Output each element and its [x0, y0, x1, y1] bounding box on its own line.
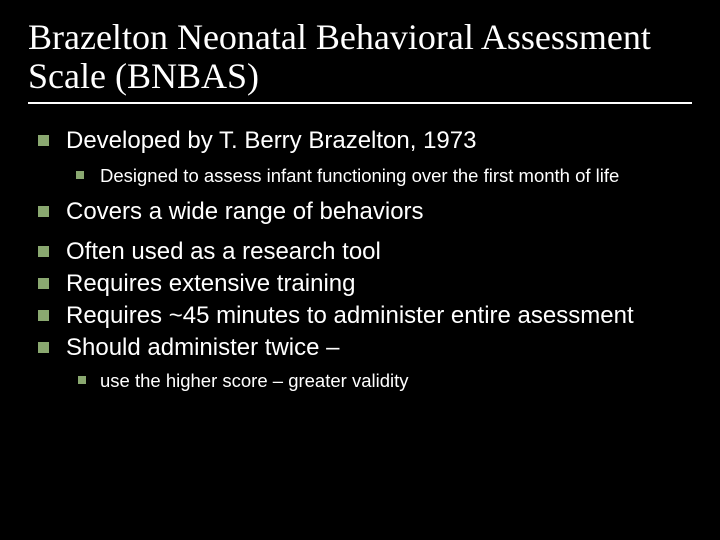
square-bullet-icon — [38, 246, 49, 257]
slide-title: Brazelton Neonatal Behavioral Assessment… — [28, 18, 692, 96]
bullet-text: Covers a wide range of behaviors — [66, 197, 692, 227]
square-bullet-icon — [38, 310, 49, 321]
bullet-lvl2: Designed to assess infant functioning ov… — [66, 164, 692, 187]
bullet-lvl1: Developed by T. Berry Brazelton, 1973 De… — [28, 126, 692, 187]
bullet-lvl1: Should administer twice – use the higher… — [28, 333, 692, 392]
square-bullet-icon — [78, 376, 86, 384]
slide: Brazelton Neonatal Behavioral Assessment… — [0, 0, 720, 540]
bullet-lvl1: Covers a wide range of behaviors — [28, 197, 692, 227]
bullet-text: Designed to assess infant functioning ov… — [100, 164, 692, 187]
slide-content: Developed by T. Berry Brazelton, 1973 De… — [28, 126, 692, 392]
square-bullet-icon — [76, 171, 84, 179]
square-bullet-icon — [38, 206, 49, 217]
bullet-text: Often used as a research tool — [66, 237, 692, 267]
bullet-text: Requires extensive training — [66, 269, 692, 299]
bullet-lvl1: Often used as a research tool — [28, 237, 692, 267]
square-bullet-icon — [38, 278, 49, 289]
bullet-lvl1: Requires extensive training — [28, 269, 692, 299]
square-bullet-icon — [38, 342, 49, 353]
bullet-text: use the higher score – greater validity — [100, 369, 692, 392]
title-block: Brazelton Neonatal Behavioral Assessment… — [28, 18, 692, 104]
bullet-lvl3: use the higher score – greater validity — [66, 369, 692, 392]
square-bullet-icon — [38, 135, 49, 146]
bullet-text: Developed by T. Berry Brazelton, 1973 — [66, 126, 692, 156]
bullet-text: Should administer twice – — [66, 333, 692, 363]
bullet-text: Requires ~45 minutes to administer entir… — [66, 301, 692, 331]
bullet-lvl1: Requires ~45 minutes to administer entir… — [28, 301, 692, 331]
